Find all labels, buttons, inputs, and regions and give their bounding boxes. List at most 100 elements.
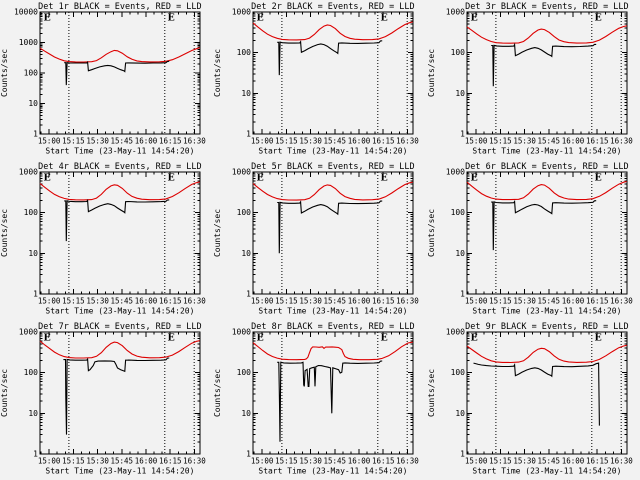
x-tick-label-det-1r: 16:15 — [159, 136, 182, 145]
plot-title-det-6r: Det 6r BLACK = Events, RED = LLD — [465, 162, 628, 172]
y-axis-title-det-1r: Counts/sec — [0, 49, 9, 97]
x-tick-label-det-2r: 15:00 — [251, 136, 274, 145]
y-tick-label-det-4r: 10 — [28, 249, 38, 258]
x-tick-label-det-1r: 16:00 — [135, 136, 158, 145]
eclipse-flag-2-det-5r: E — [381, 173, 388, 184]
series-events-det-3r — [490, 42, 596, 87]
x-axis-title-det-1r: Start Time (23-May-11 14:54:20) — [45, 146, 194, 155]
plot-title-det-2r: Det 2r BLACK = Events, RED = LLD — [252, 2, 415, 12]
x-tick-label-det-7r: 15:00 — [38, 456, 61, 465]
x-tick-label-det-7r: 16:00 — [135, 456, 158, 465]
series-events-det-6r — [490, 199, 596, 251]
x-tick-label-det-3r: 16:30 — [610, 136, 633, 145]
x-tick-label-det-1r: 15:30 — [86, 136, 109, 145]
x-tick-label-det-2r: 15:15 — [275, 136, 298, 145]
y-tick-label-det-1r: 10000 — [14, 8, 38, 17]
x-tick-label-det-1r: 15:15 — [62, 136, 85, 145]
subplot-det-6r: E E Det 6r BLACK = Events, RED = LLD 1 10 100… — [427, 160, 640, 320]
eclipse-flag-2-det-7r: E — [168, 333, 175, 344]
y-tick-label-det-9r: 100 — [450, 368, 465, 377]
x-tick-label-det-5r: 16:15 — [372, 296, 395, 305]
series-lld-det-4r — [39, 181, 200, 201]
y-tick-label-det-5r: 10 — [242, 249, 252, 258]
x-axis-title-det-2r: Start Time (23-May-11 14:54:20) — [259, 146, 408, 155]
subplot-det-7r: E E Det 7r BLACK = Events, RED = LLD 1 10 100… — [0, 320, 213, 480]
y-tick-label-det-6r: 1000 — [445, 168, 464, 177]
eclipse-flag-2-det-8r: E — [381, 333, 388, 344]
x-tick-label-det-6r: 16:30 — [610, 296, 633, 305]
eclipse-flag-2-det-3r: E — [594, 13, 601, 24]
y-tick-label-det-8r: 1 — [247, 449, 252, 458]
eclipse-flag-1-det-4r: E — [44, 173, 51, 184]
eclipse-guides-det-3r — [495, 12, 622, 134]
series-events-det-8r — [277, 360, 383, 442]
x-tick-label-det-4r: 15:15 — [62, 296, 85, 305]
eclipse-flag-1-det-7r: E — [44, 333, 51, 344]
y-axis-title-det-4r: Counts/sec — [0, 209, 9, 257]
y-tick-label-det-5r: 1 — [247, 289, 252, 298]
y-axis-title-det-5r: Counts/sec — [213, 209, 222, 257]
x-tick-label-det-7r: 15:45 — [111, 456, 134, 465]
axes-det-9r — [466, 331, 627, 455]
series-events-det-7r — [63, 357, 170, 435]
series-lld-det-2r — [252, 21, 414, 41]
x-tick-label-det-1r: 15:00 — [38, 136, 61, 145]
x-tick-label-det-4r: 16:30 — [183, 296, 206, 305]
x-tick-label-det-7r: 16:30 — [183, 456, 206, 465]
y-tick-label-det-4r: 1 — [33, 289, 38, 298]
y-tick-label-det-2r: 10 — [242, 89, 252, 98]
eclipse-flag-1-det-6r: E — [470, 173, 477, 184]
series-lld-det-8r — [252, 341, 414, 361]
series-lld-det-3r — [466, 25, 627, 44]
axes-det-8r — [252, 331, 414, 455]
series-lld-det-7r — [39, 340, 200, 359]
x-tick-label-det-5r: 15:30 — [300, 296, 323, 305]
y-tick-label-det-7r: 1 — [33, 449, 38, 458]
y-tick-label-det-6r: 10 — [455, 249, 465, 258]
y-tick-label-det-4r: 1000 — [19, 168, 38, 177]
y-axis-title-det-8r: Counts/sec — [213, 369, 222, 417]
x-tick-label-det-9r: 15:15 — [489, 456, 512, 465]
series-events-det-9r — [473, 362, 600, 426]
x-tick-label-det-3r: 16:00 — [561, 136, 584, 145]
eclipse-flag-2-det-2r: E — [381, 13, 388, 24]
x-tick-label-det-8r: 15:15 — [275, 456, 298, 465]
x-tick-label-det-5r: 15:00 — [251, 296, 274, 305]
x-tick-label-det-5r: 15:45 — [324, 296, 347, 305]
plot-title-det-7r: Det 7r BLACK = Events, RED = LLD — [38, 322, 201, 332]
plot-title-det-9r: Det 9r BLACK = Events, RED = LLD — [465, 322, 628, 332]
x-tick-label-det-7r: 15:15 — [62, 456, 85, 465]
eclipse-guides-det-7r — [68, 332, 195, 454]
axes-det-3r — [466, 11, 627, 135]
series-lld-det-5r — [252, 181, 414, 201]
subplot-det-2r: E E Det 2r BLACK = Events, RED = LLD 1 10 100… — [213, 0, 426, 160]
series-events-det-2r — [277, 40, 383, 76]
x-tick-label-det-8r: 16:30 — [397, 456, 420, 465]
plot-title-det-8r: Det 8r BLACK = Events, RED = LLD — [252, 322, 415, 332]
y-tick-label-det-8r: 10 — [242, 409, 252, 418]
x-tick-label-det-5r: 15:15 — [275, 296, 298, 305]
x-tick-label-det-8r: 16:00 — [348, 456, 371, 465]
y-tick-label-det-2r: 100 — [237, 48, 252, 57]
axes-det-5r — [252, 171, 414, 295]
y-tick-label-det-9r: 10 — [455, 409, 465, 418]
y-axis-title-det-9r: Counts/sec — [427, 369, 436, 417]
axes-det-4r — [39, 171, 201, 295]
x-axis-title-det-8r: Start Time (23-May-11 14:54:20) — [259, 466, 408, 475]
x-tick-label-det-4r: 16:15 — [159, 296, 182, 305]
x-tick-label-det-8r: 15:30 — [300, 456, 323, 465]
axes-det-6r — [466, 171, 627, 295]
x-tick-label-det-9r: 15:00 — [465, 456, 488, 465]
y-tick-label-det-7r: 100 — [24, 368, 39, 377]
x-tick-label-det-2r: 15:45 — [324, 136, 347, 145]
plot-title-det-3r: Det 3r BLACK = Events, RED = LLD — [465, 2, 628, 12]
y-axis-title-det-3r: Counts/sec — [427, 49, 436, 97]
subplot-det-9r: E E Det 9r BLACK = Events, RED = LLD 1 10 100… — [427, 320, 640, 480]
plot-title-det-5r: Det 5r BLACK = Events, RED = LLD — [252, 162, 415, 172]
eclipse-guides-det-4r — [68, 172, 195, 294]
axes-det-2r — [252, 11, 414, 135]
x-tick-label-det-6r: 15:15 — [489, 296, 512, 305]
